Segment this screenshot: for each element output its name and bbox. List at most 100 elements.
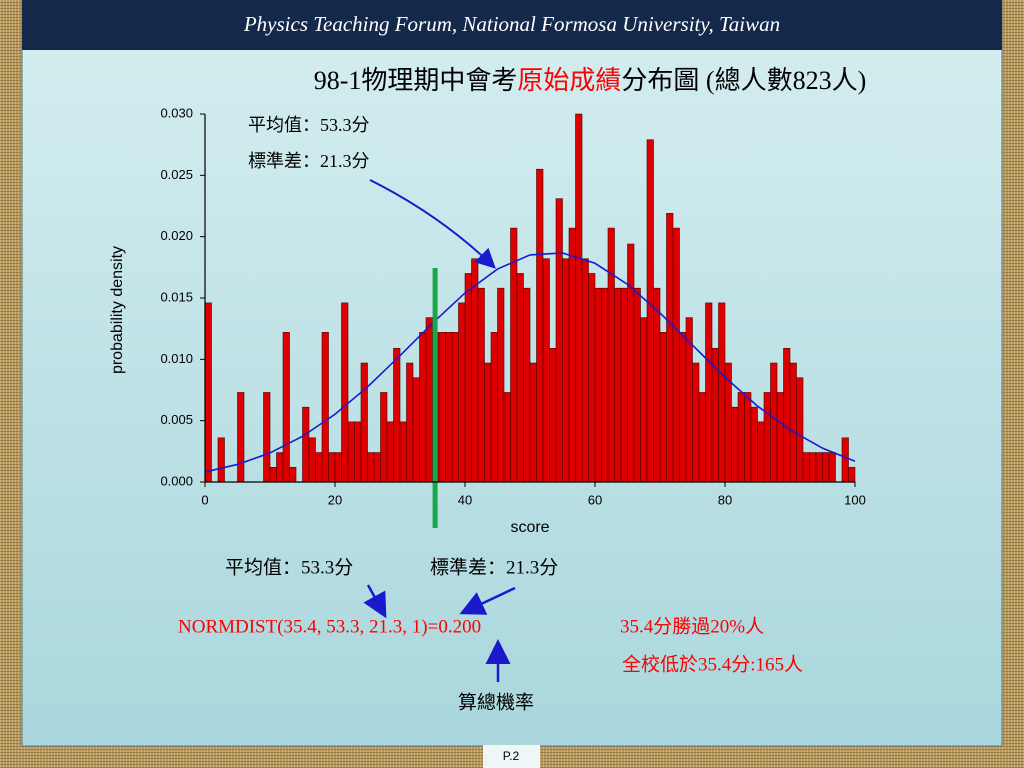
bar bbox=[406, 362, 414, 483]
bar bbox=[698, 392, 706, 483]
header-bar bbox=[22, 0, 1002, 50]
bar bbox=[269, 466, 277, 483]
arrow bbox=[369, 179, 496, 269]
bar bbox=[523, 287, 531, 483]
bar bbox=[646, 139, 654, 483]
bar bbox=[757, 421, 765, 483]
bar bbox=[549, 347, 557, 483]
bar bbox=[783, 347, 791, 483]
bar bbox=[308, 437, 316, 483]
bar bbox=[321, 332, 329, 483]
bar bbox=[770, 362, 778, 483]
bar bbox=[841, 437, 849, 483]
y-tick-label: 0.000 bbox=[160, 473, 193, 488]
note: 全校低於35.4分:165人 bbox=[622, 653, 803, 675]
bar bbox=[562, 258, 570, 483]
bar bbox=[705, 302, 713, 483]
bar bbox=[393, 347, 401, 483]
bar bbox=[789, 362, 797, 483]
page-number: P.2 bbox=[503, 749, 520, 763]
bar bbox=[809, 452, 817, 483]
note: 平均值：53.3分 bbox=[225, 556, 353, 578]
title-part: 98-1物理期中會考 bbox=[314, 66, 518, 95]
bar bbox=[334, 452, 342, 483]
x-axis-label: score bbox=[510, 519, 549, 536]
bar bbox=[744, 392, 752, 483]
y-tick-label: 0.010 bbox=[160, 351, 193, 366]
bar bbox=[529, 362, 537, 483]
bar bbox=[796, 377, 804, 483]
bar bbox=[633, 287, 641, 483]
bar bbox=[484, 362, 492, 483]
bar bbox=[692, 362, 700, 483]
y-tick-label: 0.005 bbox=[160, 412, 193, 427]
bar bbox=[341, 302, 349, 483]
bar bbox=[653, 287, 661, 483]
bar bbox=[601, 287, 609, 483]
bar bbox=[497, 287, 505, 483]
bar bbox=[438, 332, 446, 483]
bar bbox=[399, 421, 407, 483]
bar bbox=[588, 273, 596, 483]
bar bbox=[477, 287, 485, 483]
bar bbox=[666, 213, 674, 483]
bar bbox=[237, 392, 245, 483]
formula: NORMDIST(35.4, 53.3, 21.3, 1)=0.200 bbox=[178, 616, 481, 637]
bar bbox=[776, 392, 784, 483]
bar bbox=[731, 406, 739, 483]
y-tick-label: 0.030 bbox=[160, 105, 193, 120]
bar bbox=[503, 392, 511, 483]
bar bbox=[659, 332, 667, 483]
bar bbox=[289, 466, 297, 483]
page-box bbox=[483, 745, 540, 768]
x-tick-label: 20 bbox=[328, 492, 342, 507]
bar bbox=[581, 258, 589, 483]
bar bbox=[204, 302, 212, 483]
bar bbox=[607, 227, 615, 483]
bar bbox=[822, 452, 830, 483]
x-tick-label: 80 bbox=[718, 492, 732, 507]
note: 標準差：21.3分 bbox=[430, 556, 558, 578]
bar bbox=[373, 452, 381, 483]
bar bbox=[594, 287, 602, 483]
bar bbox=[282, 332, 290, 483]
bar bbox=[536, 168, 544, 483]
bar bbox=[510, 227, 518, 483]
bar bbox=[458, 302, 466, 483]
bar bbox=[575, 113, 583, 483]
y-axis-label: probability density bbox=[109, 246, 126, 374]
title-part: 原始成績 bbox=[517, 66, 621, 95]
plot: 0.000 0.005 0.010 0.015 0.020 0.025 0.030 0 20 40… bbox=[109, 105, 866, 536]
bar bbox=[516, 273, 524, 483]
bar bbox=[848, 466, 856, 483]
bar bbox=[542, 258, 550, 483]
bar bbox=[367, 452, 375, 483]
bar bbox=[614, 287, 622, 483]
bar bbox=[451, 332, 459, 483]
bar bbox=[354, 421, 362, 483]
bar bbox=[263, 392, 271, 483]
y-tick-label: 0.025 bbox=[160, 167, 193, 182]
bar bbox=[679, 332, 687, 483]
annotation: 平均值：53.3分 bbox=[248, 115, 370, 135]
bar bbox=[555, 198, 563, 483]
bar bbox=[412, 377, 420, 483]
bar bbox=[328, 452, 336, 483]
bar bbox=[737, 392, 745, 483]
bar bbox=[425, 317, 433, 483]
bar bbox=[620, 287, 628, 483]
bar bbox=[750, 406, 758, 483]
bar bbox=[386, 421, 394, 483]
bar bbox=[315, 452, 323, 483]
bar bbox=[276, 452, 284, 483]
bar bbox=[568, 227, 576, 483]
bar bbox=[802, 452, 810, 483]
bar bbox=[640, 317, 648, 483]
bar bbox=[672, 227, 680, 483]
arrow bbox=[363, 584, 387, 619]
bar bbox=[763, 392, 771, 483]
title-part: 分布圖 (總人數823人) bbox=[621, 66, 866, 95]
bar bbox=[302, 406, 310, 483]
bar bbox=[347, 421, 355, 483]
